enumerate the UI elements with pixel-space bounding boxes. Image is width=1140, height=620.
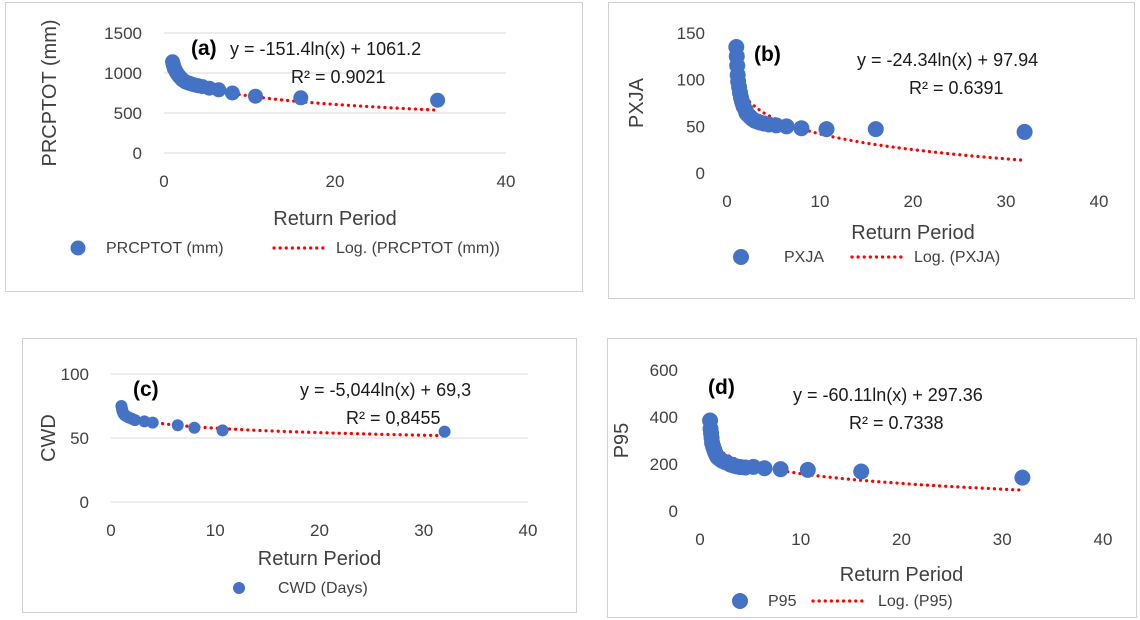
data-point: [430, 92, 446, 108]
trend-equation: y = -24.34ln(x) + 97.94: [857, 50, 1038, 70]
x-tick-label: 0: [159, 172, 168, 191]
data-point: [772, 461, 789, 478]
x-tick-label: 40: [519, 521, 538, 540]
y-tick-label: 600: [650, 361, 678, 380]
chart-c-svg: 0 50 100 0 10 20 30 40 CWD Return Period (c) y = -5…: [38, 365, 538, 597]
data-point: [224, 85, 240, 101]
y-tick-label: 400: [650, 408, 678, 427]
chart-b-svg: 0 50 100 150 0 10 20 30 40 PXJA Return Period (b) y …: [626, 24, 1109, 266]
x-axis-title: Return Period: [273, 208, 396, 230]
r-squared: R² = 0.6391: [909, 78, 1004, 98]
x-tick-label: 0: [722, 192, 731, 211]
data-point: [128, 414, 141, 427]
x-tick-label: 20: [326, 172, 345, 191]
y-tick-label: 500: [114, 104, 142, 123]
trend-equation: y = -151.4ln(x) + 1061.2: [230, 39, 421, 59]
data-point: [818, 121, 835, 138]
legend-label-trend: Log. (PXJA): [914, 249, 1000, 266]
x-axis-title: Return Period: [840, 564, 963, 586]
x-tick-label: 40: [1094, 530, 1113, 549]
trendline: [171, 66, 440, 112]
x-tick-label: 10: [811, 192, 830, 211]
panel-label: (b): [754, 43, 781, 66]
legend-marker-points: [70, 240, 86, 256]
panel-label: (c): [133, 378, 159, 401]
panel-label: (d): [708, 376, 735, 399]
x-tick-label: 20: [310, 521, 329, 540]
x-tick-label: 40: [497, 172, 516, 191]
chart-panel-d: 0 200 400 600 0 10 20 30 40 P95 Return Period (d) y …: [607, 338, 1137, 618]
chart-a-svg: 0 500 1000 1500 0 20 40 PRCPTOT (mm) Return Peri…: [39, 19, 516, 257]
legend-label-points: CWD (Days): [278, 580, 368, 597]
trendline: [119, 411, 447, 438]
data-point: [188, 421, 201, 434]
y-tick-label: 0: [696, 164, 705, 183]
legend-label-trend: Log. (PRCPTOT (mm)): [336, 240, 500, 257]
legend-label-points: P95: [768, 593, 797, 610]
x-tick-label: 20: [892, 530, 911, 549]
data-point: [853, 463, 870, 480]
chart-d-svg: 0 200 400 600 0 10 20 30 40 P95 Return Period (d) y …: [611, 361, 1113, 610]
data-point: [216, 424, 229, 437]
y-axis-title: P95: [611, 423, 633, 459]
data-point: [1014, 469, 1031, 486]
r-squared: R² = 0.9021: [291, 67, 386, 87]
x-tick-label: 10: [206, 521, 225, 540]
legend-marker-points: [733, 249, 749, 265]
x-tick-label: 10: [791, 530, 810, 549]
data-point: [778, 118, 795, 135]
y-tick-label: 50: [70, 429, 89, 448]
x-tick-label: 20: [904, 192, 923, 211]
data-point: [867, 121, 884, 138]
data-point: [211, 82, 227, 98]
legend-marker-points: [233, 582, 245, 594]
data-point: [793, 120, 810, 137]
legend-marker-points: [732, 593, 748, 609]
trend-equation: y = -60.11ln(x) + 297.36: [793, 385, 983, 405]
data-point: [146, 416, 159, 429]
y-axis-title: PRCPTOT (mm): [39, 19, 61, 166]
data-point: [247, 88, 263, 104]
y-tick-label: 0: [669, 502, 678, 521]
chart-panel-b: 0 50 100 150 0 10 20 30 40 PXJA Return Period (b) y …: [608, 2, 1135, 299]
legend-label-trend: Log. (P95): [878, 593, 953, 610]
data-point: [171, 419, 184, 432]
data-point: [438, 425, 451, 438]
chart-panel-c: 0 50 100 0 10 20 30 40 CWD Return Period (c) y = -5…: [22, 338, 577, 613]
y-tick-label: 100: [677, 71, 705, 90]
r-squared: R² = 0,8455: [346, 408, 441, 428]
x-tick-label: 30: [997, 192, 1016, 211]
panel-label: (a): [191, 37, 217, 60]
legend-label-points: PRCPTOT (mm): [106, 240, 224, 257]
y-axis-title: CWD: [38, 414, 60, 462]
y-tick-label: 1500: [104, 24, 142, 43]
data-point: [1016, 123, 1033, 140]
y-tick-label: 200: [650, 455, 678, 474]
y-axis-title: PXJA: [626, 77, 648, 128]
data-point: [293, 90, 309, 106]
r-squared: R² = 0.7338: [849, 413, 944, 433]
y-tick-label: 0: [133, 144, 142, 163]
x-tick-label: 30: [993, 530, 1012, 549]
chart-panel-a: 0 500 1000 1500 0 20 40 PRCPTOT (mm) Return Peri…: [5, 2, 583, 292]
y-tick-label: 50: [686, 117, 705, 136]
y-tick-label: 1000: [104, 64, 142, 83]
y-tick-label: 150: [677, 24, 705, 43]
x-tick-label: 30: [414, 521, 433, 540]
y-tick-label: 0: [80, 493, 89, 512]
x-tick-label: 0: [695, 530, 704, 549]
legend-label-points: PXJA: [784, 249, 824, 266]
x-tick-label: 0: [106, 521, 115, 540]
x-axis-title: Return Period: [258, 548, 381, 570]
x-axis-title: Return Period: [851, 222, 974, 244]
trend-equation: y = -5,044ln(x) + 69,3: [300, 380, 471, 400]
data-point: [799, 461, 816, 478]
x-tick-label: 40: [1090, 192, 1109, 211]
data-point: [756, 460, 773, 477]
y-tick-label: 100: [61, 365, 89, 384]
